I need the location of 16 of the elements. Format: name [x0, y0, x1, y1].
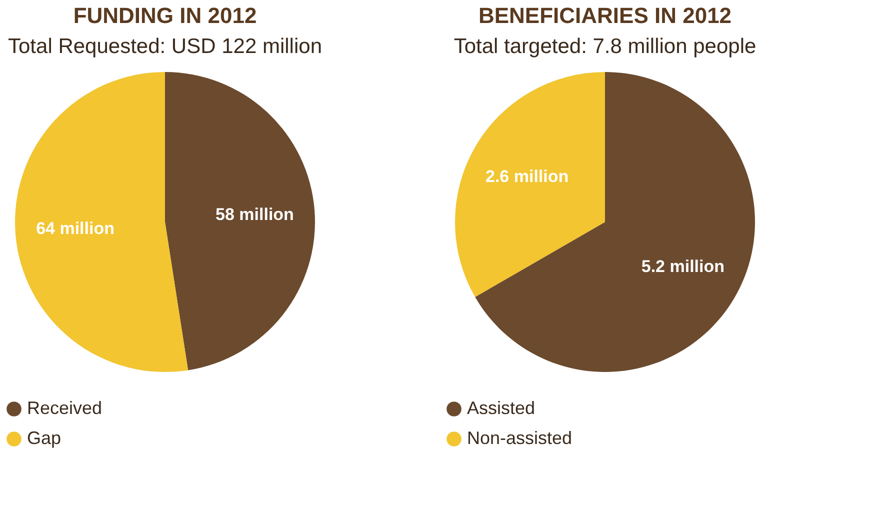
legend-label: Received — [27, 398, 102, 418]
chart-subtitle: Total Requested: USD 122 million — [8, 35, 322, 58]
chart-subtitle: Total targeted: 7.8 million people — [454, 35, 756, 58]
legend-label: Gap — [27, 428, 62, 448]
data-label: 64 million — [36, 218, 114, 238]
chart-title: BENEFICIARIES IN 2012 — [478, 3, 732, 28]
chart-title: FUNDING IN 2012 — [73, 3, 257, 28]
pie-slice — [165, 72, 315, 370]
pie-slice — [15, 72, 188, 372]
data-label: 2.6 million — [485, 167, 569, 186]
legend-label: Assisted — [467, 398, 536, 418]
legend-label: Non-assisted — [467, 428, 572, 448]
pie-slice — [475, 72, 755, 372]
data-label: 58 million — [216, 205, 294, 224]
data-label: 5.2 million — [641, 257, 725, 276]
pie-slice — [455, 72, 605, 297]
